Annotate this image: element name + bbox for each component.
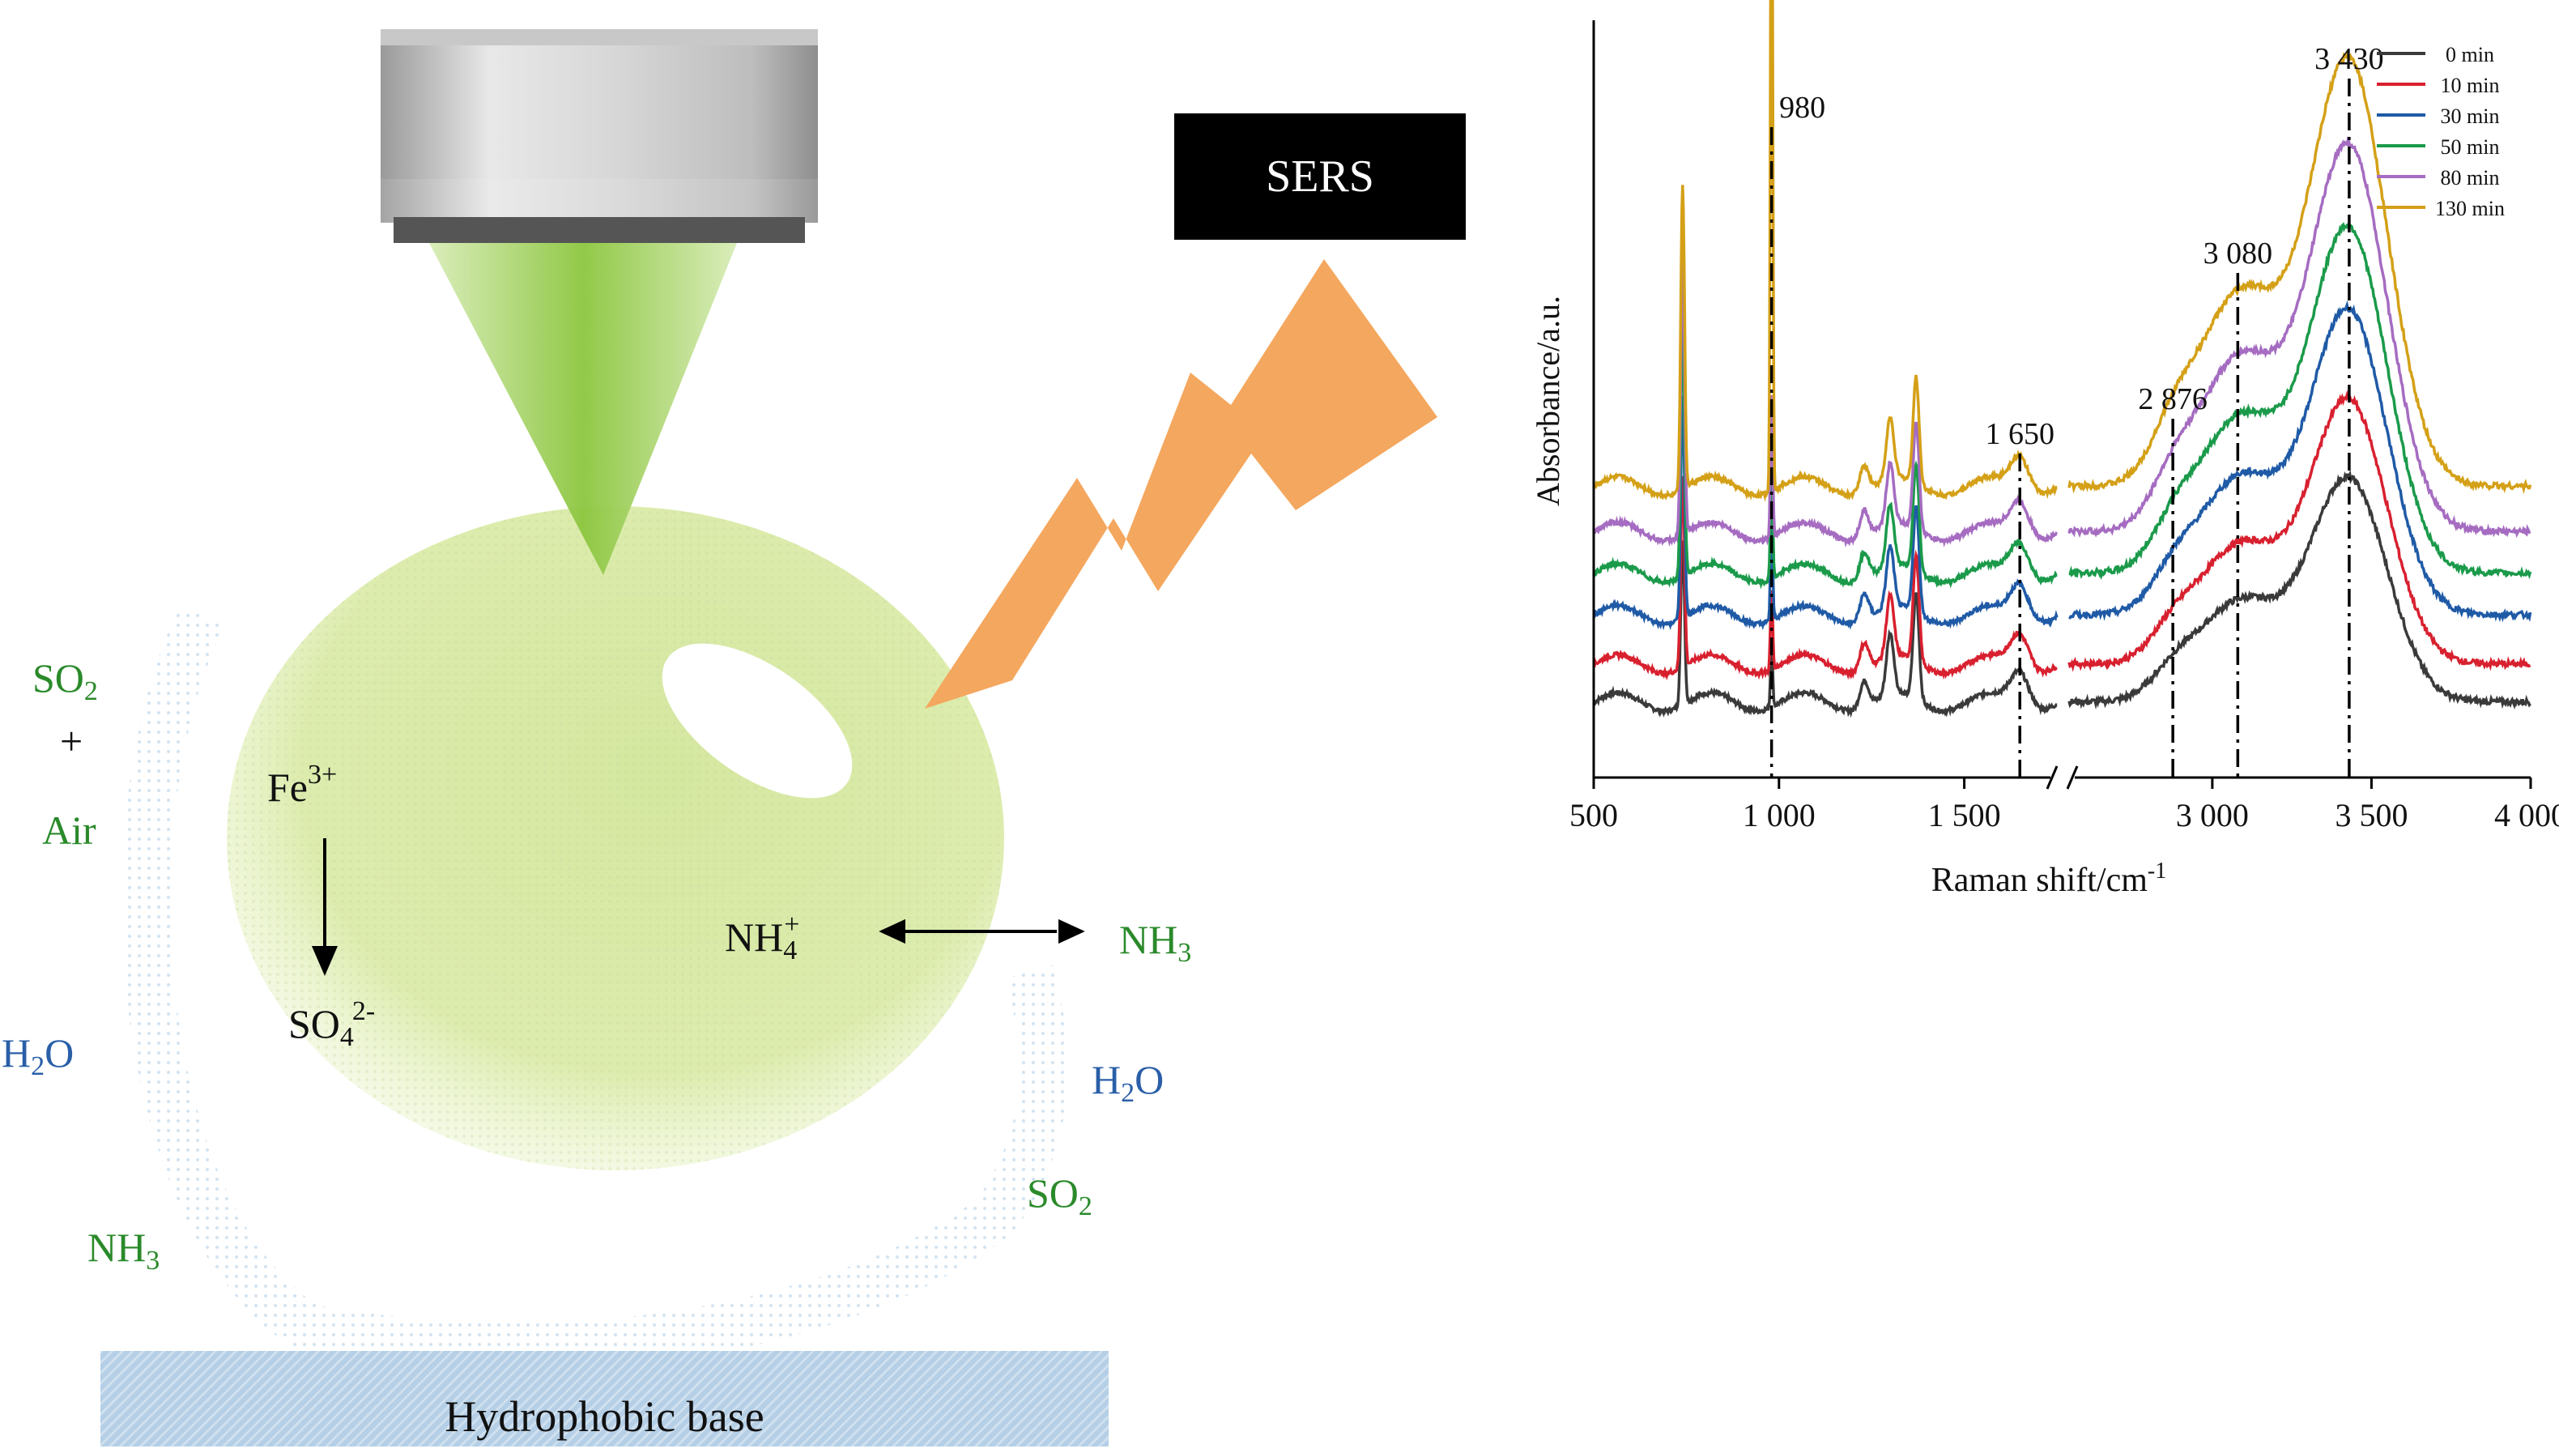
- annotation-label-3080: 3 080: [2203, 236, 2273, 271]
- series-line-0-min-low: [1592, 540, 2058, 718]
- axes: 500 1 000 1 500 3 000 3 500 4 000: [1569, 20, 2559, 833]
- laser-beam: [429, 243, 737, 575]
- series-line-0-min-high: [2067, 469, 2531, 710]
- raman-chart: 980 1 650 2 876 3 080 3 430 500 1 000 1 500 3 0…: [1530, 0, 2559, 899]
- legend-label-50-min: 50 min: [2441, 135, 2500, 159]
- bubble: [662, 643, 853, 799]
- x-axis-label-sup: -1: [2148, 859, 2166, 884]
- air-label: Air: [42, 807, 96, 853]
- x-tick-label-1500: 1 500: [1928, 797, 2001, 833]
- hydrophobic-base-label: Hydrophobic base: [445, 1392, 764, 1441]
- annotation-label-2876: 2 876: [2138, 382, 2208, 416]
- sers-label: SERS: [1266, 151, 1374, 202]
- schematic: [121, 29, 1437, 1372]
- equilibrium-arrow: [879, 918, 1085, 944]
- fe3-label: Fe3+: [267, 760, 338, 810]
- series-line-130-min-high: [2067, 49, 2532, 495]
- axis-break-mark-1: [2046, 765, 2059, 790]
- oxidation-arrow: [311, 838, 338, 977]
- annotation-label-3430: 3 430: [2314, 42, 2384, 76]
- legend-label-130-min: 130 min: [2435, 197, 2505, 220]
- annotation-label-980: 980: [1779, 91, 1825, 125]
- legend-label-80-min: 80 min: [2441, 166, 2500, 190]
- x-tick-label-3500: 3 500: [2335, 797, 2408, 833]
- legend-label-30-min: 30 min: [2441, 104, 2500, 128]
- series-line-30-min-high: [2068, 300, 2532, 623]
- h2o-label-left: H2O: [2, 1030, 75, 1081]
- series-line-50-min-low: [1592, 328, 2058, 590]
- x-tick-label-3000: 3 000: [2176, 797, 2249, 833]
- series-line-30-min-low: [1592, 395, 2059, 631]
- series-line-10-min-low: [1593, 475, 2058, 681]
- x-tick-label-500: 500: [1569, 797, 1618, 833]
- vapor-halo: [121, 604, 1068, 1372]
- x-axis-label-main: Raman shift/cm: [1931, 862, 2148, 899]
- plus-sign: +: [60, 718, 83, 764]
- series-line-50-min-high: [2068, 222, 2532, 581]
- h2o-label-right: H2O: [1092, 1057, 1165, 1108]
- x-tick-label-1000: 1 000: [1743, 797, 1816, 833]
- hydrophobic-base: [100, 1351, 1109, 1447]
- spectra-group: [1592, 0, 2532, 718]
- y-axis-label: Absorbance/a.u.: [1530, 296, 1566, 506]
- x-axis-label: Raman shift/cm-1: [1931, 859, 2166, 899]
- series-line-80-min-low: [1592, 258, 2058, 548]
- nh4-label: NH4+: [725, 910, 800, 965]
- legend: 0 min 10 min 30 min 50 min 80 min 130 min: [2377, 43, 2505, 220]
- peak-annotations: 980 1 650 2 876 3 080 3 430: [1769, 42, 2384, 778]
- nh3-label-left: NH3: [87, 1225, 160, 1276]
- series-line-10-min-high: [2067, 390, 2531, 672]
- legend-label-10-min: 10 min: [2441, 74, 2500, 97]
- axis-break-mark-2: [2066, 765, 2079, 790]
- raman-signal-bolt: [925, 259, 1437, 709]
- microscope-objective: [381, 29, 818, 243]
- series-line-80-min-high: [2067, 135, 2531, 539]
- legend-label-0-min: 0 min: [2446, 43, 2494, 66]
- nh3-label-right: NH3: [1119, 917, 1192, 968]
- sers-box: SERS: [1174, 113, 1466, 240]
- annotation-label-1650: 1 650: [1985, 417, 2054, 451]
- so2-label-right: SO2: [1027, 1170, 1092, 1221]
- droplet: [227, 506, 1004, 1170]
- so2-label-left: SO2: [32, 655, 98, 706]
- so4-label: SO42-: [288, 996, 376, 1052]
- x-tick-label-4000: 4 000: [2494, 797, 2559, 833]
- series-line-130-min-low: [1593, 0, 2058, 502]
